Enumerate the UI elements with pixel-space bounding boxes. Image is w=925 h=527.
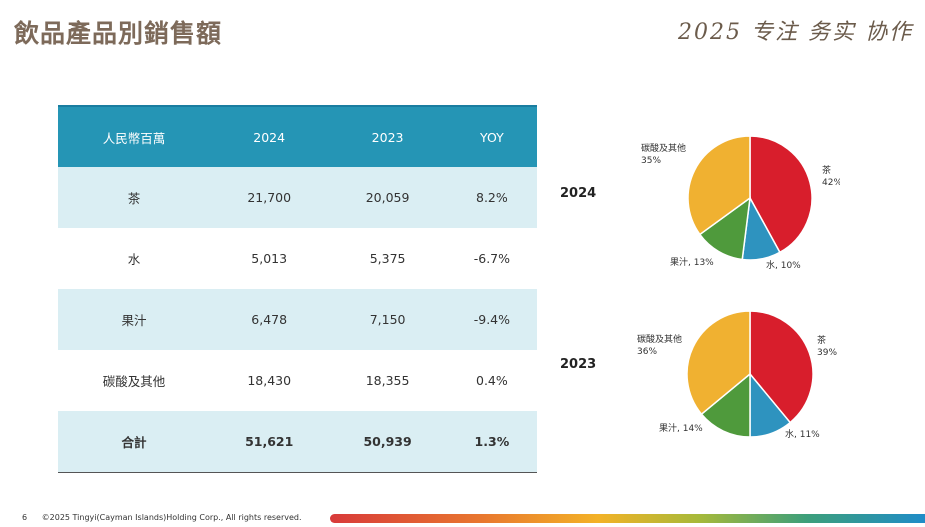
- pie-label-water: 水, 10%: [766, 259, 801, 271]
- pie-slice-tea: [749, 310, 814, 424]
- pie-label-juice: 果汁, 13%: [670, 256, 714, 268]
- footer: 6 ©2025 Tingyi(Cayman Islands)Holding Co…: [22, 513, 302, 522]
- pie-label-tea: 茶42%: [822, 164, 840, 188]
- pie-label-carbonated: 碳酸及其他 35%: [641, 142, 686, 166]
- pie-2024-year-label: 2024: [560, 186, 597, 201]
- sales-table: 人民幣百萬 2024 2023 YOY 茶 21,700 20,059 8.2%…: [58, 105, 537, 473]
- table-row: 水 5,013 5,375 -6.7%: [58, 228, 537, 289]
- page-title: 飲品產品別銷售額: [14, 19, 223, 48]
- pie-label-water: 水, 11%: [785, 428, 820, 440]
- cell-2023: 20,059: [328, 167, 447, 228]
- header-yoy: YOY: [446, 105, 537, 167]
- cell-2023: 18,355: [365, 373, 410, 388]
- page-number: 6: [22, 513, 28, 522]
- table-header-row: 人民幣百萬 2024 2023 YOY: [58, 105, 537, 167]
- header-unit: 人民幣百萬: [58, 105, 210, 167]
- footer-gradient-bar: [330, 514, 925, 523]
- header-2024: 2024: [210, 105, 329, 167]
- cell-yoy: -9.4%: [446, 289, 537, 350]
- table-row: 茶 21,700 20,059 8.2%: [58, 167, 537, 228]
- table-total-row: 合計 51,621 50,939 1.3%: [58, 411, 537, 473]
- cell-yoy: -6.7%: [473, 251, 511, 266]
- cell-yoy: 1.3%: [446, 411, 537, 473]
- cell-2024: 21,700: [210, 167, 329, 228]
- cell-2024: 51,621: [210, 411, 329, 473]
- pie-slice-carbonated: [687, 135, 751, 236]
- cell-2024: 6,478: [210, 289, 329, 350]
- pie-slice-carbonated: [686, 310, 751, 416]
- cell-2023: 5,375: [369, 251, 406, 266]
- table-row: 碳酸及其他 18,430 18,355 0.4%: [58, 350, 537, 411]
- header-2023: 2023: [328, 105, 447, 167]
- pie-label-carbonated: 碳酸及其他 36%: [637, 333, 682, 357]
- pie-2023-year-label: 2023: [560, 357, 597, 372]
- cell-2023: 50,939: [328, 411, 447, 473]
- cell-2024: 18,430: [247, 373, 292, 388]
- cell-yoy: 0.4%: [476, 373, 508, 388]
- cell-yoy: 8.2%: [446, 167, 537, 228]
- cell-category: 果汁: [58, 289, 210, 350]
- table-row: 果汁 6,478 7,150 -9.4%: [58, 289, 537, 350]
- cell-2023: 7,150: [328, 289, 447, 350]
- cell-category: 茶: [58, 167, 210, 228]
- cell-category: 水: [127, 252, 141, 267]
- cell-category: 合計: [58, 411, 210, 473]
- cell-2024: 5,013: [251, 251, 288, 266]
- pie-label-juice: 果汁, 14%: [659, 422, 703, 434]
- pie-label-tea: 茶 39%: [817, 334, 837, 358]
- pie-slice-juice: [700, 372, 751, 438]
- copyright: ©2025 Tingyi(Cayman Islands)Holding Corp…: [41, 513, 302, 522]
- cell-category: 碳酸及其他: [102, 374, 166, 389]
- slogan: 2025 专注 务实 协作: [678, 20, 913, 45]
- pie-slice-tea: [749, 135, 813, 254]
- pie-chart-2023: 茶 39% 水, 11% 果汁, 14% 碳酸及其他 36%: [637, 310, 837, 440]
